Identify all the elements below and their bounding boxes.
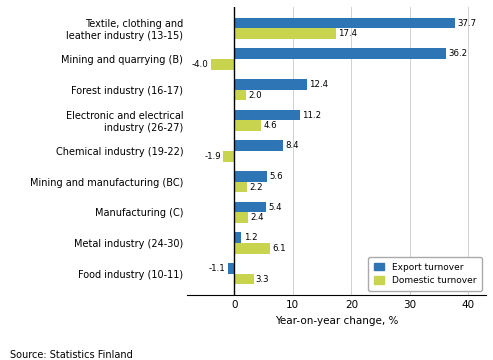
Text: 1.2: 1.2 xyxy=(244,233,257,242)
Text: 3.3: 3.3 xyxy=(256,275,270,284)
Bar xyxy=(234,48,446,59)
Bar xyxy=(234,28,336,39)
Bar xyxy=(234,110,300,120)
Bar xyxy=(234,120,261,131)
Text: -4.0: -4.0 xyxy=(192,60,209,69)
Text: 8.4: 8.4 xyxy=(286,141,299,150)
Bar xyxy=(223,151,234,162)
Bar xyxy=(234,212,248,223)
Bar xyxy=(234,232,241,243)
Text: 5.6: 5.6 xyxy=(269,172,283,181)
Text: 11.2: 11.2 xyxy=(302,111,321,120)
Text: -1.9: -1.9 xyxy=(204,152,221,161)
Text: 2.2: 2.2 xyxy=(249,183,263,192)
Legend: Export turnover, Domestic turnover: Export turnover, Domestic turnover xyxy=(368,257,482,291)
Bar xyxy=(228,263,234,274)
Text: 37.7: 37.7 xyxy=(458,19,476,28)
X-axis label: Year-on-year change, %: Year-on-year change, % xyxy=(275,316,398,325)
Bar xyxy=(234,274,253,284)
Bar xyxy=(234,140,283,151)
Bar xyxy=(234,18,455,28)
Bar xyxy=(234,171,267,182)
Bar xyxy=(234,182,247,193)
Text: -1.1: -1.1 xyxy=(209,264,225,273)
Text: 6.1: 6.1 xyxy=(272,244,286,253)
Bar xyxy=(211,59,234,70)
Bar xyxy=(234,90,246,100)
Text: 2.4: 2.4 xyxy=(250,213,264,222)
Text: Source: Statistics Finland: Source: Statistics Finland xyxy=(10,350,133,360)
Text: 17.4: 17.4 xyxy=(339,29,357,38)
Text: 4.6: 4.6 xyxy=(263,121,277,130)
Text: 12.4: 12.4 xyxy=(309,80,328,89)
Bar xyxy=(234,202,266,212)
Text: 5.4: 5.4 xyxy=(268,203,282,212)
Text: 36.2: 36.2 xyxy=(449,49,468,58)
Text: 2.0: 2.0 xyxy=(248,91,262,100)
Bar xyxy=(234,79,307,90)
Bar xyxy=(234,243,270,254)
